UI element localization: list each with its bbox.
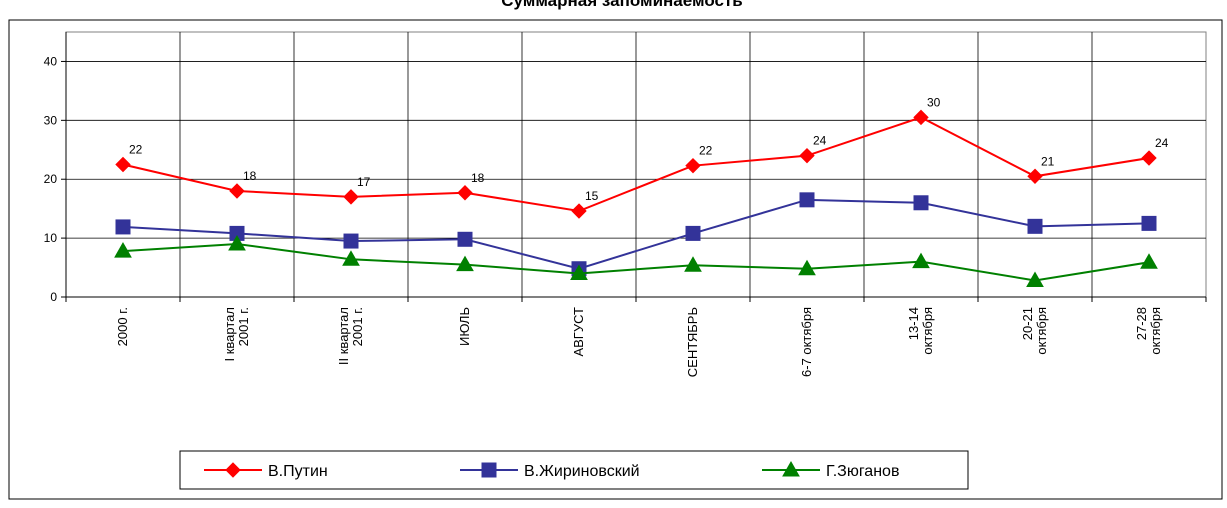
data-point — [798, 259, 816, 276]
series: 22 18 17 18 15 22 24 30 21 24 — [114, 95, 1169, 288]
x-tick-label-line: I квартал — [222, 307, 237, 361]
data-point — [571, 203, 587, 219]
data-label: 24 — [1155, 136, 1169, 150]
x-tick-label-line: 6-7 октября — [799, 307, 814, 377]
series-line — [122, 198, 1150, 270]
data-point — [456, 255, 474, 272]
data-point — [457, 185, 473, 201]
x-tick-label-line: октября — [920, 307, 935, 355]
y-tick-label: 40 — [44, 54, 58, 68]
series-group — [114, 234, 1158, 288]
data-point — [799, 147, 815, 164]
legend-entry: В.Жириновский — [460, 462, 640, 480]
x-tick-label: 27-28 октября — [1134, 307, 1163, 355]
x-tick-label-line: СЕНТЯБРЬ — [685, 307, 700, 377]
data-point — [913, 195, 929, 211]
x-tick-label: 20-21 октября — [1020, 307, 1049, 355]
x-tick-label: 6-7 октября — [799, 307, 814, 377]
data-point — [685, 225, 701, 241]
y-tick-label: 20 — [44, 172, 58, 186]
data-point — [114, 242, 132, 258]
data-label: 15 — [585, 189, 599, 203]
data-point — [1026, 271, 1044, 288]
y-tick-label: 30 — [44, 113, 58, 127]
series-line — [122, 242, 1150, 282]
x-tick-label-line: 2001 г. — [236, 307, 251, 346]
x-tick-label-line: 2000 г. — [115, 307, 130, 346]
data-point — [342, 250, 360, 266]
series-line — [122, 116, 1150, 213]
data-point — [1027, 168, 1043, 184]
data-point — [570, 264, 588, 280]
data-label: 24 — [813, 134, 827, 148]
data-point — [228, 234, 246, 251]
x-tick-label-line: II квартал — [336, 307, 351, 365]
data-point — [912, 252, 930, 269]
data-label: 22 — [129, 143, 143, 157]
x-tick-label: ИЮЛЬ — [457, 307, 472, 346]
data-point — [343, 233, 359, 249]
x-tick-label: I квартал 2001 г. — [222, 307, 251, 361]
legend-box — [179, 450, 969, 490]
x-tick-label-line: октября — [1148, 307, 1163, 355]
x-tick-label-line: октября — [1034, 307, 1049, 355]
data-point — [115, 219, 131, 235]
x-tick-label-line: АВГУСТ — [571, 307, 586, 357]
data-point — [1141, 215, 1157, 231]
data-label: 22 — [699, 144, 713, 158]
data-point — [457, 231, 473, 247]
data-point — [1140, 253, 1158, 269]
x-tick-label-line: ИЮЛЬ — [457, 307, 472, 346]
data-point — [229, 183, 245, 199]
x-tick-label-line: 13-14 — [906, 307, 921, 340]
data-point — [1027, 218, 1043, 234]
data-point — [1141, 150, 1157, 166]
series-group — [115, 192, 1157, 277]
chart-title: Суммарная запоминаемость — [501, 0, 742, 10]
data-label: 17 — [357, 175, 371, 189]
x-tick-label: АВГУСТ — [571, 307, 586, 357]
legend-label: В.Путин — [268, 463, 328, 480]
legend-label: В.Жириновский — [524, 463, 640, 480]
x-tick-label: II квартал 2001 г. — [336, 307, 365, 365]
data-point — [684, 256, 702, 272]
grid — [65, 31, 1207, 298]
data-point — [782, 460, 800, 477]
y-tick-label: 0 — [50, 290, 57, 304]
x-tick-label-line: 27-28 — [1134, 307, 1149, 340]
x-tick-label-line: 2001 г. — [350, 307, 365, 346]
legend: В.Путин В.Жириновский Г.Зюганов — [179, 450, 969, 490]
data-label: 18 — [471, 171, 485, 185]
data-label: 18 — [243, 169, 257, 183]
data-point — [799, 192, 815, 208]
legend-entry: В.Путин — [204, 462, 328, 480]
series-group: 22 18 17 18 15 22 24 30 21 24 — [115, 95, 1169, 219]
x-tick-label: СЕНТЯБРЬ — [685, 307, 700, 377]
data-point — [913, 109, 929, 126]
data-point — [481, 462, 497, 478]
x-tick-label: 2000 г. — [115, 307, 130, 346]
data-point — [225, 462, 241, 478]
data-point — [115, 156, 131, 173]
data-point — [685, 157, 701, 174]
x-tick-label-line: 20-21 — [1020, 307, 1035, 340]
data-point — [343, 189, 359, 205]
data-label: 30 — [927, 95, 941, 109]
legend-label: Г.Зюганов — [826, 463, 899, 480]
data-label: 21 — [1041, 154, 1055, 168]
y-tick-label: 10 — [44, 231, 58, 245]
legend-entry: Г.Зюганов — [762, 460, 899, 480]
x-tick-label: 13-14 октября — [906, 307, 935, 355]
